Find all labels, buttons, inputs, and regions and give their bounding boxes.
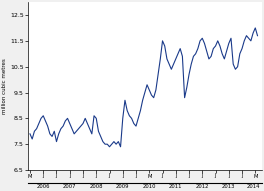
Y-axis label: million cubic metres: million cubic metres bbox=[2, 58, 7, 114]
